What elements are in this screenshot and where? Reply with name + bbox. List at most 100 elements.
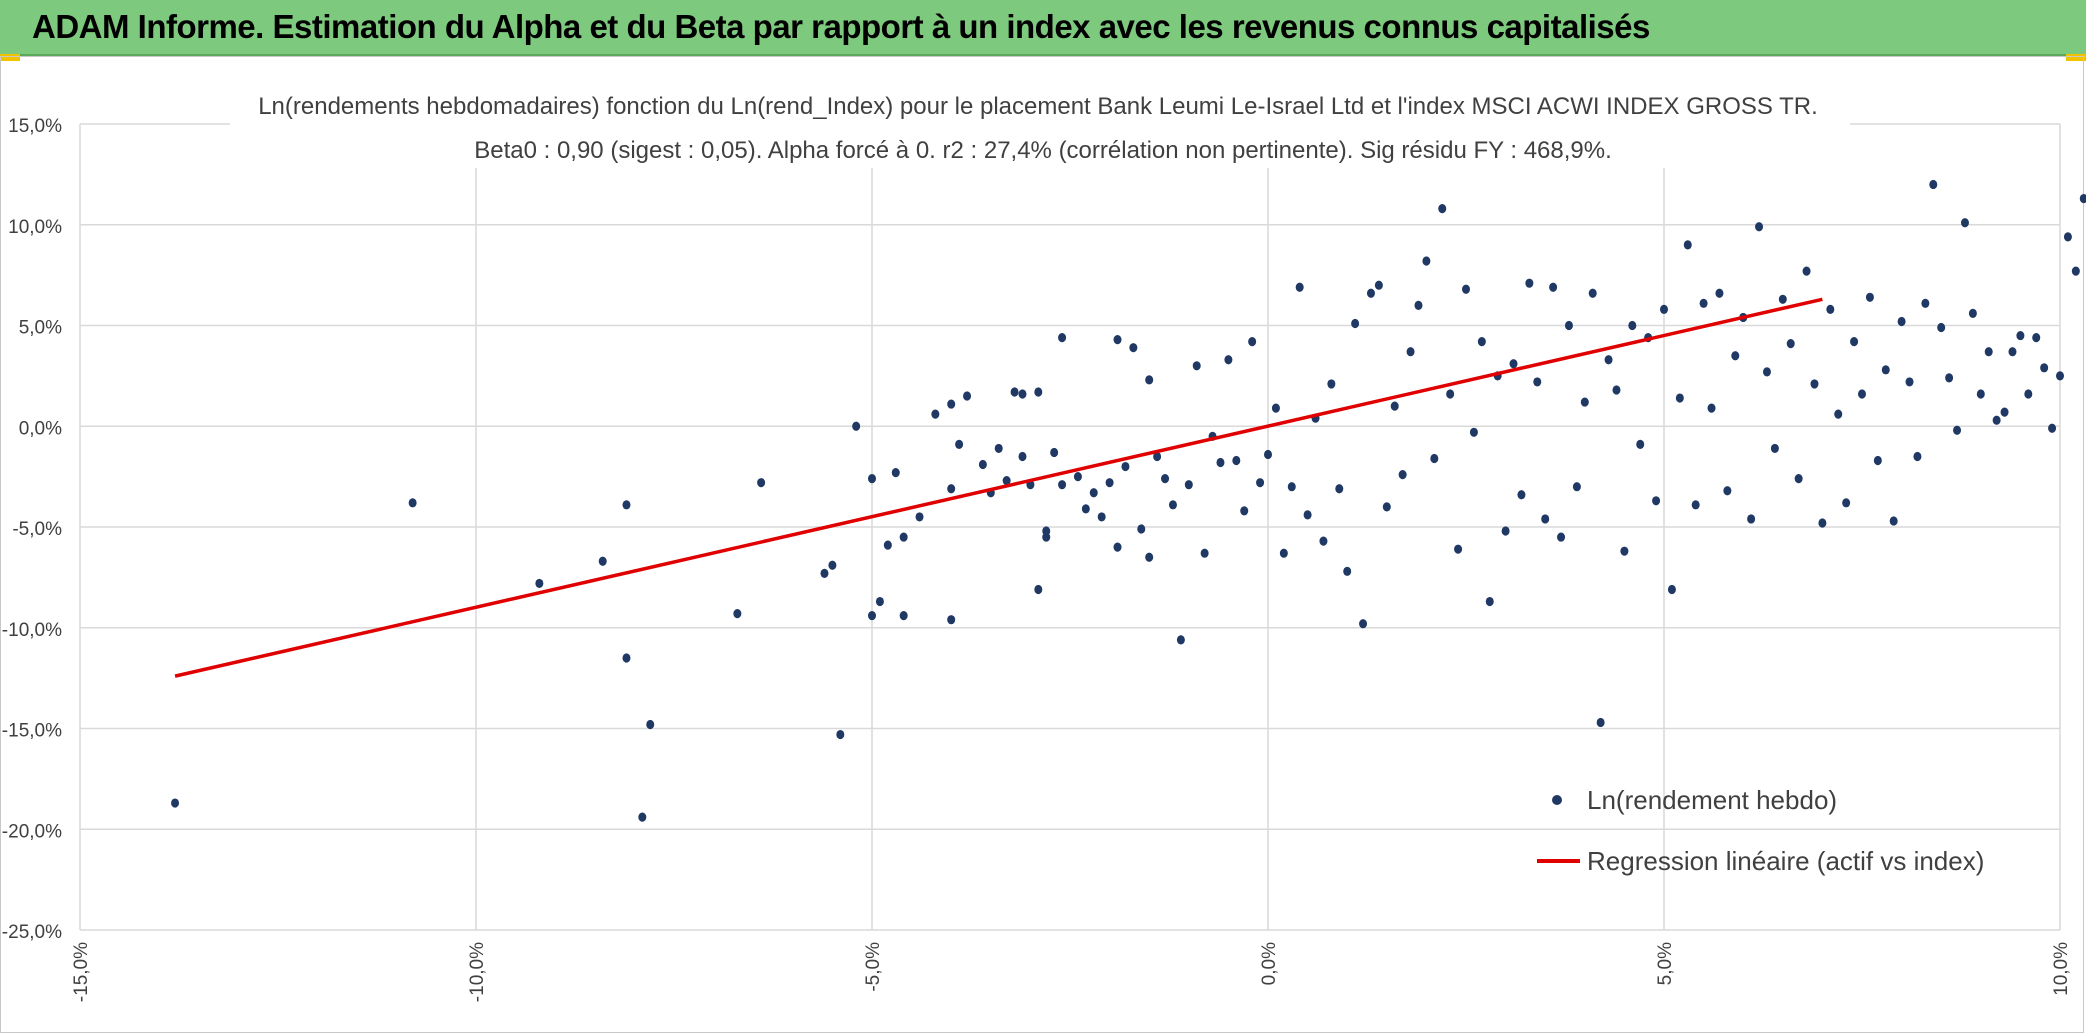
regression-line-group — [174, 297, 1823, 678]
data-point — [1620, 546, 1629, 556]
data-point — [1572, 482, 1581, 492]
data-point — [1549, 282, 1558, 292]
data-point — [1382, 502, 1391, 512]
title-background — [230, 88, 1850, 168]
data-point — [1509, 359, 1518, 369]
data-point — [1699, 298, 1708, 308]
data-point — [1786, 339, 1795, 349]
data-point — [931, 409, 940, 419]
data-point — [1145, 375, 1154, 385]
data-point — [1176, 635, 1185, 645]
data-point — [1168, 500, 1177, 510]
data-point — [1968, 308, 1977, 319]
data-point — [1121, 461, 1130, 472]
data-point — [1794, 474, 1803, 484]
data-point — [1858, 389, 1866, 399]
data-point — [1842, 498, 1851, 508]
data-point — [1422, 256, 1431, 266]
data-point — [1042, 526, 1051, 536]
data-point — [1834, 409, 1843, 419]
data-point — [535, 578, 544, 589]
data-point — [2071, 266, 2080, 276]
data-point — [1073, 472, 1082, 482]
data-point — [2056, 371, 2064, 381]
data-point — [622, 500, 631, 510]
data-point — [1406, 347, 1415, 357]
data-point — [1446, 389, 1455, 399]
data-point — [1564, 320, 1573, 331]
regression-line — [174, 297, 1823, 678]
data-point — [1477, 337, 1486, 347]
data-point — [598, 556, 607, 566]
data-point — [1723, 486, 1732, 496]
data-point — [2048, 423, 2057, 433]
data-point — [1002, 476, 1011, 486]
data-point — [408, 498, 417, 508]
data-point — [1359, 619, 1368, 629]
x-tick-label: -10,0% — [467, 942, 488, 1002]
data-point — [1438, 204, 1447, 214]
data-point — [1018, 389, 1027, 399]
data-point — [1960, 218, 1969, 228]
data-point — [1184, 480, 1193, 490]
x-tick-label: -15,0% — [71, 942, 92, 1002]
data-point — [1889, 516, 1898, 526]
data-point — [1612, 385, 1621, 395]
data-point — [1058, 480, 1067, 490]
data-point — [638, 812, 647, 822]
data-point — [2032, 332, 2041, 343]
data-point — [1770, 443, 1779, 454]
data-point — [868, 474, 876, 484]
data-point — [1818, 518, 1827, 528]
data-point — [1240, 506, 1249, 516]
data-point — [1873, 455, 1882, 466]
chart-legend: Ln(rendement hebdo) Regression linéaire … — [1537, 785, 1984, 876]
chart-frame — [0, 56, 2084, 1033]
data-point — [1945, 373, 1954, 383]
data-point — [899, 532, 908, 542]
legend-marker-points — [1552, 795, 1562, 805]
data-point — [1691, 500, 1700, 510]
x-tick-label: 0,0% — [1259, 942, 1280, 985]
data-point — [1905, 377, 1914, 387]
data-point — [1984, 347, 1993, 357]
data-point — [1937, 322, 1946, 333]
data-point — [1224, 355, 1233, 365]
data-point — [836, 729, 845, 740]
data-point — [1865, 292, 1874, 302]
data-point — [820, 568, 829, 578]
data-point — [868, 611, 876, 621]
data-point — [1604, 355, 1613, 365]
data-point — [1287, 482, 1296, 492]
data-point — [1097, 512, 1106, 522]
data-point — [1976, 389, 1985, 399]
data-point — [828, 560, 837, 570]
data-point — [2000, 407, 2009, 417]
data-point — [2063, 232, 2072, 242]
data-point — [1081, 504, 1090, 514]
data-point — [1303, 510, 1312, 520]
data-point — [2016, 330, 2025, 341]
data-point — [1913, 451, 1922, 462]
data-point — [1113, 335, 1122, 345]
data-point — [1414, 300, 1423, 310]
data-point — [1596, 717, 1605, 728]
data-point — [1747, 514, 1756, 524]
y-tick-label: 10,0% — [8, 217, 62, 238]
data-point — [1335, 484, 1344, 494]
data-point — [1810, 379, 1819, 389]
data-point — [852, 421, 861, 431]
data-point — [1454, 544, 1463, 554]
data-point — [1264, 449, 1272, 460]
data-point — [1248, 337, 1257, 347]
legend-label-points: Ln(rendement hebdo) — [1587, 785, 1837, 815]
x-axis-tick-labels: -15,0% -10,0% -5,0% 0,0% 5,0% 10,0% — [71, 942, 2072, 1002]
report-header-banner: ADAM Informe. Estimation du Alpha et du … — [0, 0, 2086, 56]
data-point — [994, 443, 1003, 454]
data-point — [1826, 304, 1835, 314]
y-tick-label: 15,0% — [8, 116, 62, 137]
data-point — [1683, 240, 1692, 250]
data-point — [1390, 401, 1399, 411]
data-point — [1660, 304, 1668, 314]
data-point — [1216, 457, 1225, 468]
